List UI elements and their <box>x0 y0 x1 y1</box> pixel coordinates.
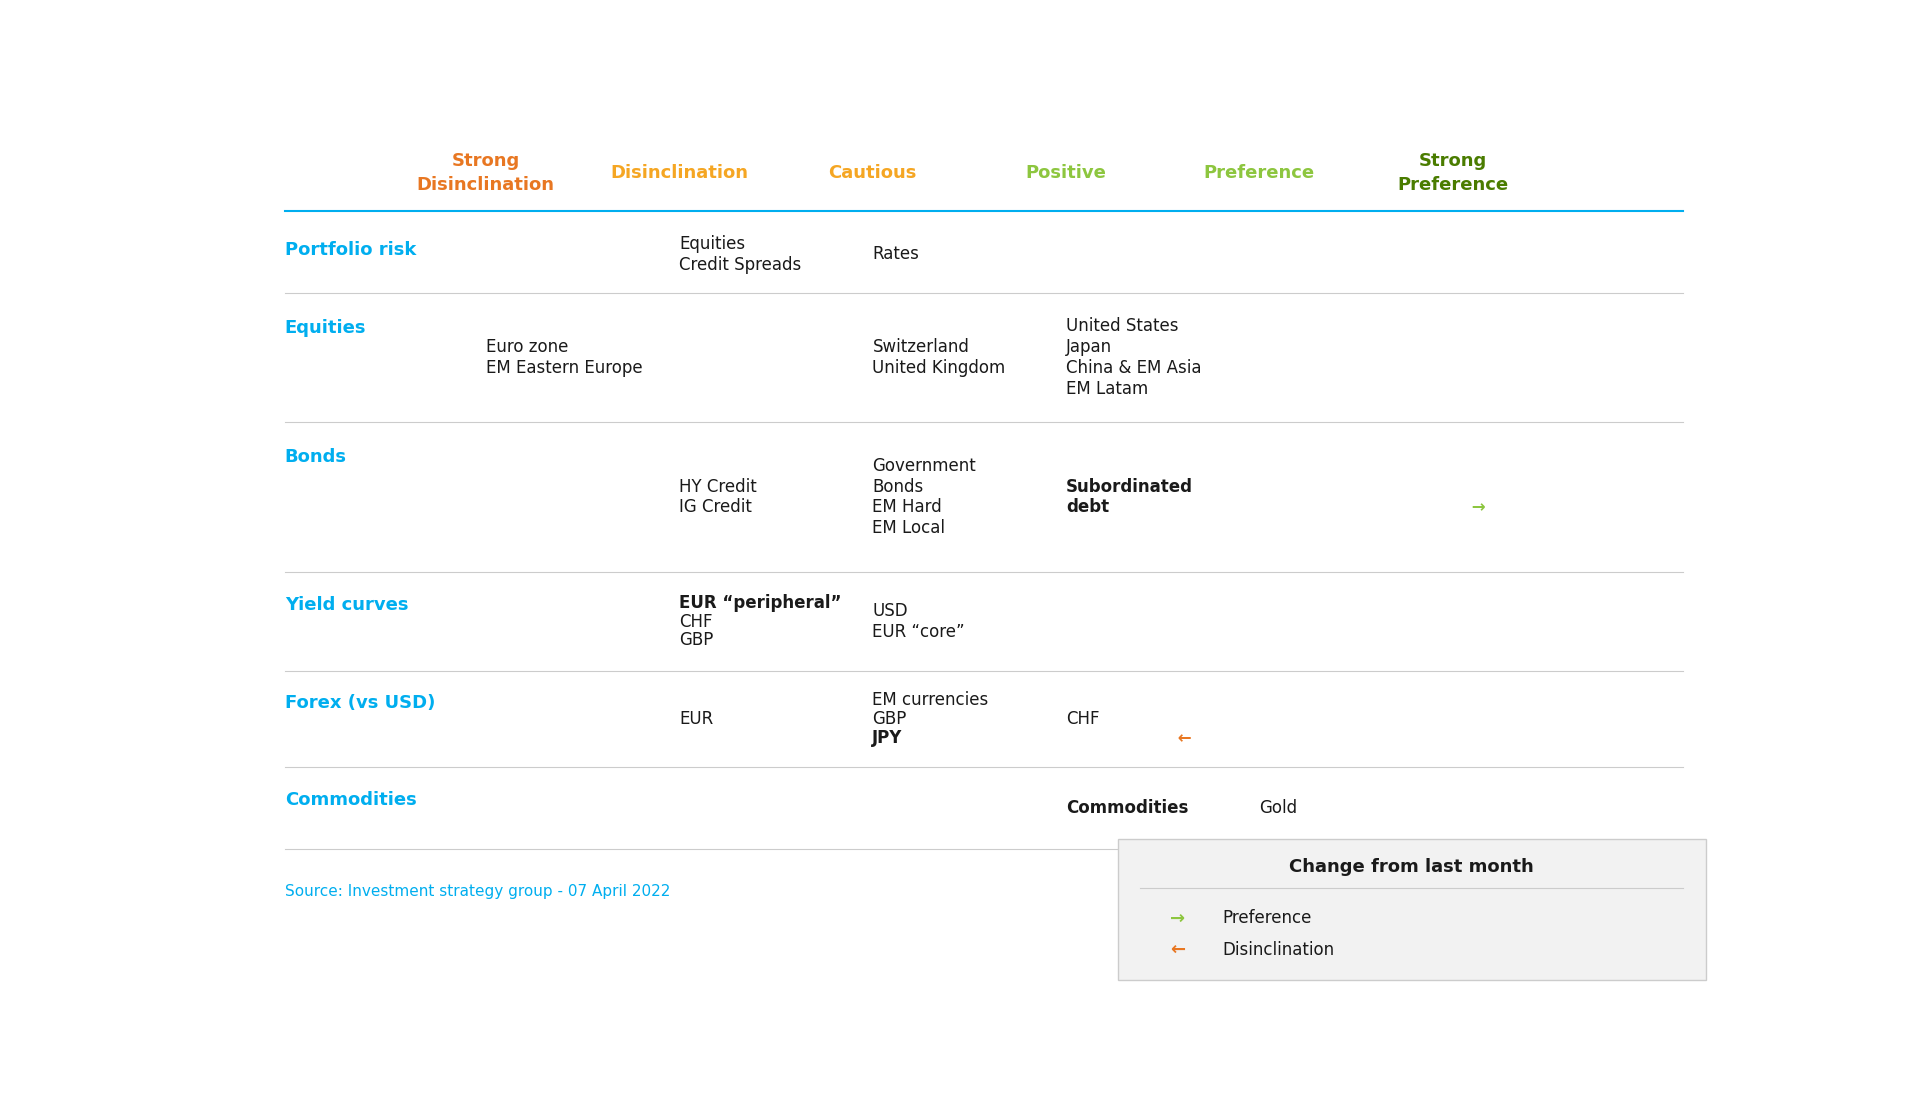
Text: Preference: Preference <box>1204 164 1315 182</box>
FancyBboxPatch shape <box>1117 838 1705 980</box>
Text: ←: ← <box>1173 729 1192 747</box>
Text: →: → <box>1169 910 1185 927</box>
Text: ←: ← <box>1169 941 1185 960</box>
Text: Cautious: Cautious <box>828 164 916 182</box>
Text: Switzerland
United Kingdom: Switzerland United Kingdom <box>872 338 1006 377</box>
Text: Subordinated: Subordinated <box>1066 478 1192 497</box>
Text: Yield curves: Yield curves <box>284 596 409 614</box>
Text: Commodities: Commodities <box>284 791 417 809</box>
Text: Source: Investment strategy group - 07 April 2022: Source: Investment strategy group - 07 A… <box>284 884 670 899</box>
Text: Preference: Preference <box>1398 176 1509 194</box>
Text: USD
EUR “core”: USD EUR “core” <box>872 603 966 641</box>
Text: Disinclination: Disinclination <box>1221 941 1334 960</box>
Text: Euro zone
EM Eastern Europe: Euro zone EM Eastern Europe <box>486 338 641 377</box>
Text: Portfolio risk: Portfolio risk <box>284 241 417 259</box>
Text: Disinclination: Disinclination <box>611 164 749 182</box>
Text: Positive: Positive <box>1025 164 1106 182</box>
Text: Strong: Strong <box>1419 153 1486 171</box>
Text: GBP: GBP <box>872 710 906 728</box>
Text: Equities: Equities <box>284 319 367 337</box>
Text: debt: debt <box>1066 498 1110 516</box>
Text: Forex (vs USD): Forex (vs USD) <box>284 694 436 712</box>
Text: Commodities: Commodities <box>1066 799 1188 817</box>
Text: JPY: JPY <box>872 729 902 747</box>
Text: Bonds: Bonds <box>284 448 348 465</box>
Text: Disinclination: Disinclination <box>417 176 555 194</box>
Text: Change from last month: Change from last month <box>1290 858 1534 876</box>
Text: United States
Japan
China & EM Asia
EM Latam: United States Japan China & EM Asia EM L… <box>1066 317 1202 397</box>
Text: CHF: CHF <box>680 613 712 631</box>
Text: GBP: GBP <box>680 632 714 650</box>
Text: CHF: CHF <box>1066 710 1100 728</box>
Text: EUR “peripheral”: EUR “peripheral” <box>680 594 841 612</box>
Text: Strong: Strong <box>451 153 520 171</box>
Text: Preference: Preference <box>1221 910 1311 927</box>
Text: Gold: Gold <box>1260 799 1298 817</box>
Text: →: → <box>1465 498 1486 516</box>
Text: EM currencies: EM currencies <box>872 691 989 709</box>
Text: EUR: EUR <box>680 710 712 728</box>
Text: HY Credit
IG Credit: HY Credit IG Credit <box>680 478 756 517</box>
Text: Rates: Rates <box>872 246 920 263</box>
Text: Equities
Credit Spreads: Equities Credit Spreads <box>680 234 801 273</box>
Text: Government
Bonds
EM Hard
EM Local: Government Bonds EM Hard EM Local <box>872 456 975 537</box>
